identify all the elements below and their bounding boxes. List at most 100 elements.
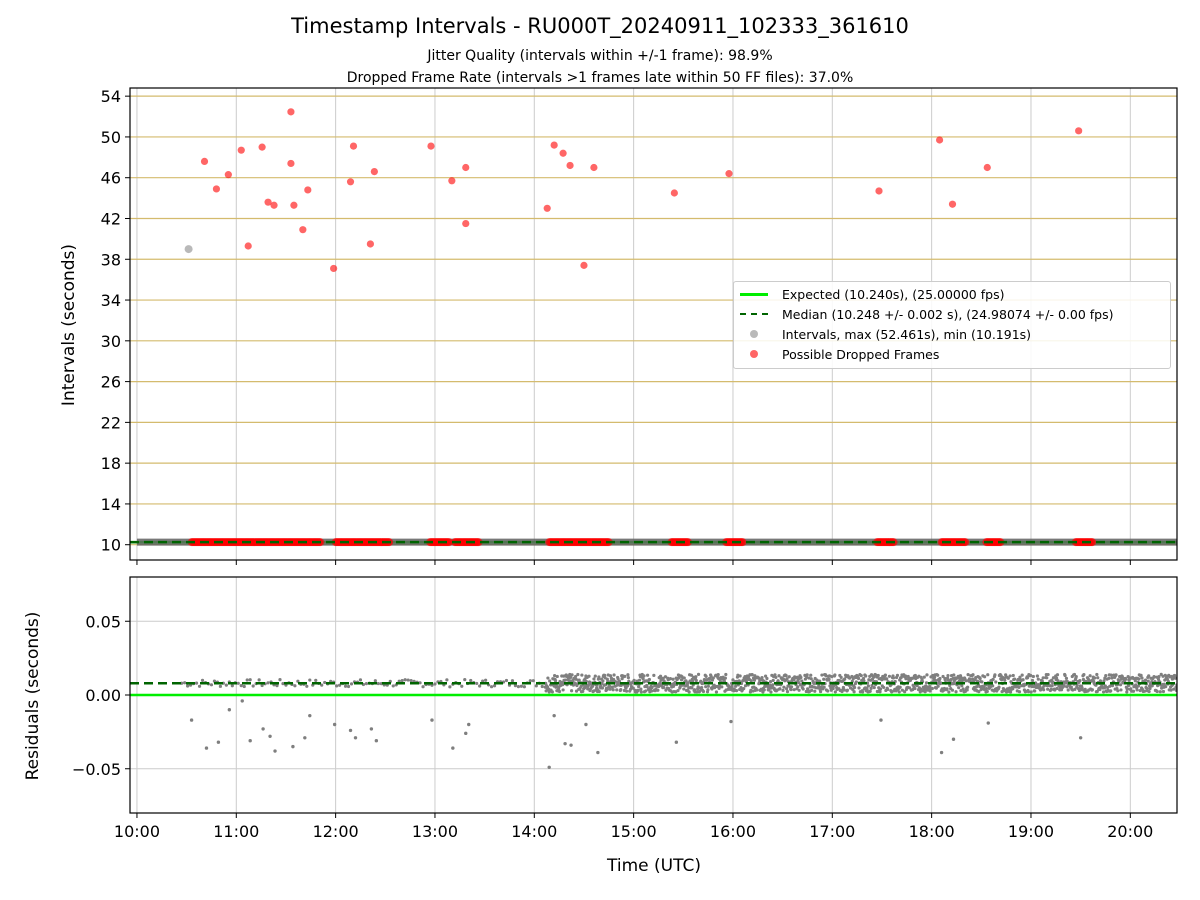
residual-point: [886, 687, 890, 692]
residual-point: [699, 679, 703, 683]
dropped-point-16: [366, 240, 374, 248]
residual-point: [768, 679, 773, 684]
legend-marker-dropped: [740, 345, 774, 363]
dropped-point-21: [462, 163, 470, 172]
residual-point: [676, 688, 680, 693]
residual-point: [611, 688, 615, 692]
residual-outlier-29: [879, 718, 883, 722]
residual-point: [1116, 689, 1120, 693]
residual-point: [615, 688, 619, 692]
residual-point: [186, 684, 190, 688]
residual-point: [650, 689, 654, 693]
residual-point: [681, 683, 685, 687]
residual-point: [583, 677, 587, 681]
bottom-y-tick-label-1: 0.00: [85, 686, 121, 705]
residual-point: [668, 677, 672, 681]
residual-point: [781, 688, 785, 692]
residual-point: [305, 684, 309, 688]
residual-point: [978, 676, 982, 681]
legend-line-expected: [740, 285, 774, 303]
residual-point: [1035, 674, 1039, 678]
residual-point: [1075, 683, 1079, 687]
residual-point: [581, 689, 585, 694]
residual-point: [1018, 675, 1022, 679]
residual-outlier-8: [273, 749, 277, 753]
residual-point: [513, 684, 518, 688]
residual-point: [1074, 675, 1078, 679]
residual-point: [762, 688, 766, 692]
residual-point: [1174, 685, 1177, 690]
residual-point: [1072, 672, 1077, 677]
residual-outlier-13: [348, 728, 353, 733]
residual-point: [591, 684, 595, 688]
residual-point: [644, 689, 648, 693]
residual-point: [936, 673, 940, 677]
residual-point: [1098, 679, 1103, 683]
residual-point: [616, 677, 620, 681]
residual-point: [870, 683, 874, 688]
residual-point: [684, 679, 688, 683]
top-y-tick-label-5: 30: [101, 332, 121, 351]
residual-point: [841, 685, 845, 690]
residual-point: [861, 676, 866, 681]
residual-point: [903, 674, 908, 678]
residual-point: [605, 688, 609, 692]
residual-point: [797, 688, 801, 692]
residual-point: [194, 681, 199, 685]
residual-point: [776, 679, 780, 683]
residual-point: [936, 684, 940, 688]
residual-point: [993, 673, 997, 677]
residual-point: [771, 678, 775, 683]
top-y-tick-label-0: 10: [101, 536, 121, 555]
residual-point: [805, 673, 809, 677]
residual-point: [574, 689, 579, 693]
residual-point: [694, 675, 698, 679]
residual-point: [183, 681, 187, 685]
residual-point: [1119, 677, 1124, 681]
residual-point: [671, 677, 675, 681]
residual-point: [980, 680, 984, 684]
residual-point: [448, 685, 452, 689]
dropped-baseline-point-5: [684, 538, 693, 547]
residual-point: [1049, 687, 1053, 691]
residual-point: [887, 674, 892, 678]
residual-point: [918, 690, 922, 694]
residual-point: [586, 687, 590, 691]
residual-point: [504, 678, 509, 683]
residual-outlier-3: [227, 708, 232, 712]
residual-point: [1096, 676, 1100, 680]
residual-point: [1078, 679, 1082, 683]
residual-point: [985, 689, 989, 694]
residual-point: [852, 685, 857, 690]
residual-point: [1051, 676, 1056, 680]
residual-point: [555, 674, 559, 679]
dropped-baseline-point-10: [1088, 538, 1097, 547]
residual-point: [904, 677, 908, 681]
residual-point: [400, 678, 404, 683]
residual-point: [891, 676, 896, 680]
top-y-tick-label-4: 26: [101, 373, 121, 392]
residual-point: [647, 677, 651, 682]
dropped-point-5: [258, 143, 266, 151]
residual-point: [266, 681, 270, 685]
residual-point: [251, 684, 255, 688]
residual-point: [418, 681, 422, 685]
residual-point: [1157, 674, 1161, 679]
dropped-point-33: [983, 163, 991, 172]
residual-point: [1064, 676, 1069, 680]
residual-outlier-11: [308, 713, 312, 718]
residual-point: [553, 673, 557, 678]
residual-point: [1108, 684, 1112, 688]
residual-point: [1102, 679, 1106, 683]
residual-point: [833, 673, 837, 677]
residual-point: [883, 673, 887, 677]
residual-point: [1008, 690, 1013, 694]
residual-point: [801, 687, 805, 691]
residual-point: [878, 687, 883, 691]
dropped-point-1: [212, 185, 221, 193]
residual-point: [652, 673, 656, 677]
dropped-point-9: [287, 108, 295, 116]
residual-point: [1140, 676, 1144, 680]
residual-point: [1051, 680, 1055, 684]
legend-label-median: Median (10.248 +/- 0.002 s), (24.98074 +…: [782, 306, 1114, 322]
